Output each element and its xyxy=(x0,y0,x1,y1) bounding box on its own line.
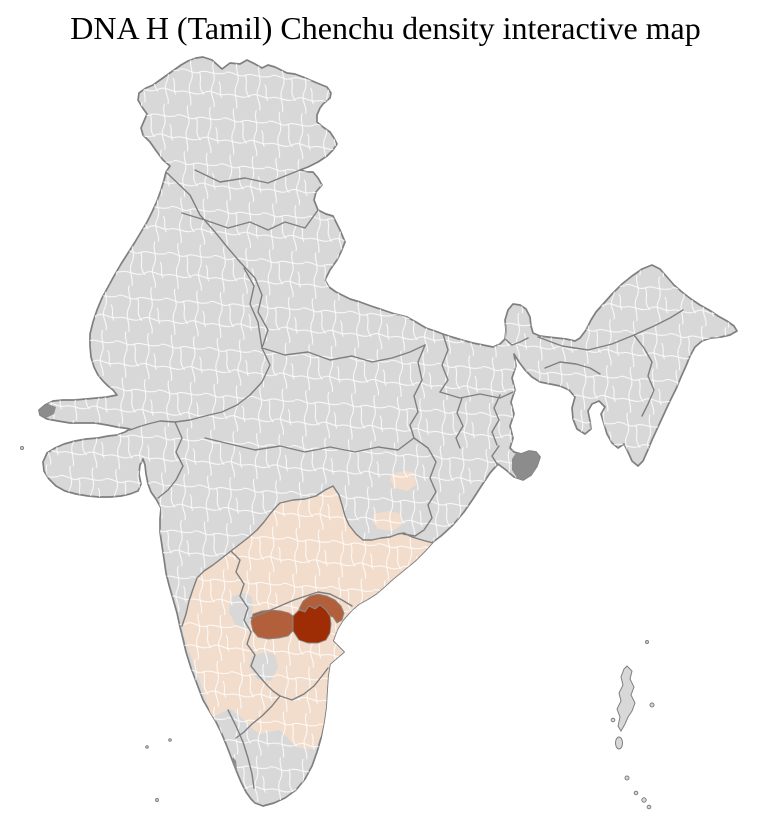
high-density-district[interactable] xyxy=(292,604,332,644)
lakshadweep-islet-3 xyxy=(155,798,159,802)
andaman-main-island xyxy=(616,665,636,732)
lakshadweep-islet-1 xyxy=(145,745,149,749)
medium-density-district-west[interactable] xyxy=(250,609,294,640)
page-title: DNA H (Tamil) Chenchu density interactiv… xyxy=(70,10,701,46)
islands[interactable] xyxy=(20,446,655,810)
lakshadweep-islet-2 xyxy=(168,738,172,742)
west-islet-1 xyxy=(20,446,24,450)
kutch-creek xyxy=(39,404,56,418)
state-borders xyxy=(129,169,684,789)
